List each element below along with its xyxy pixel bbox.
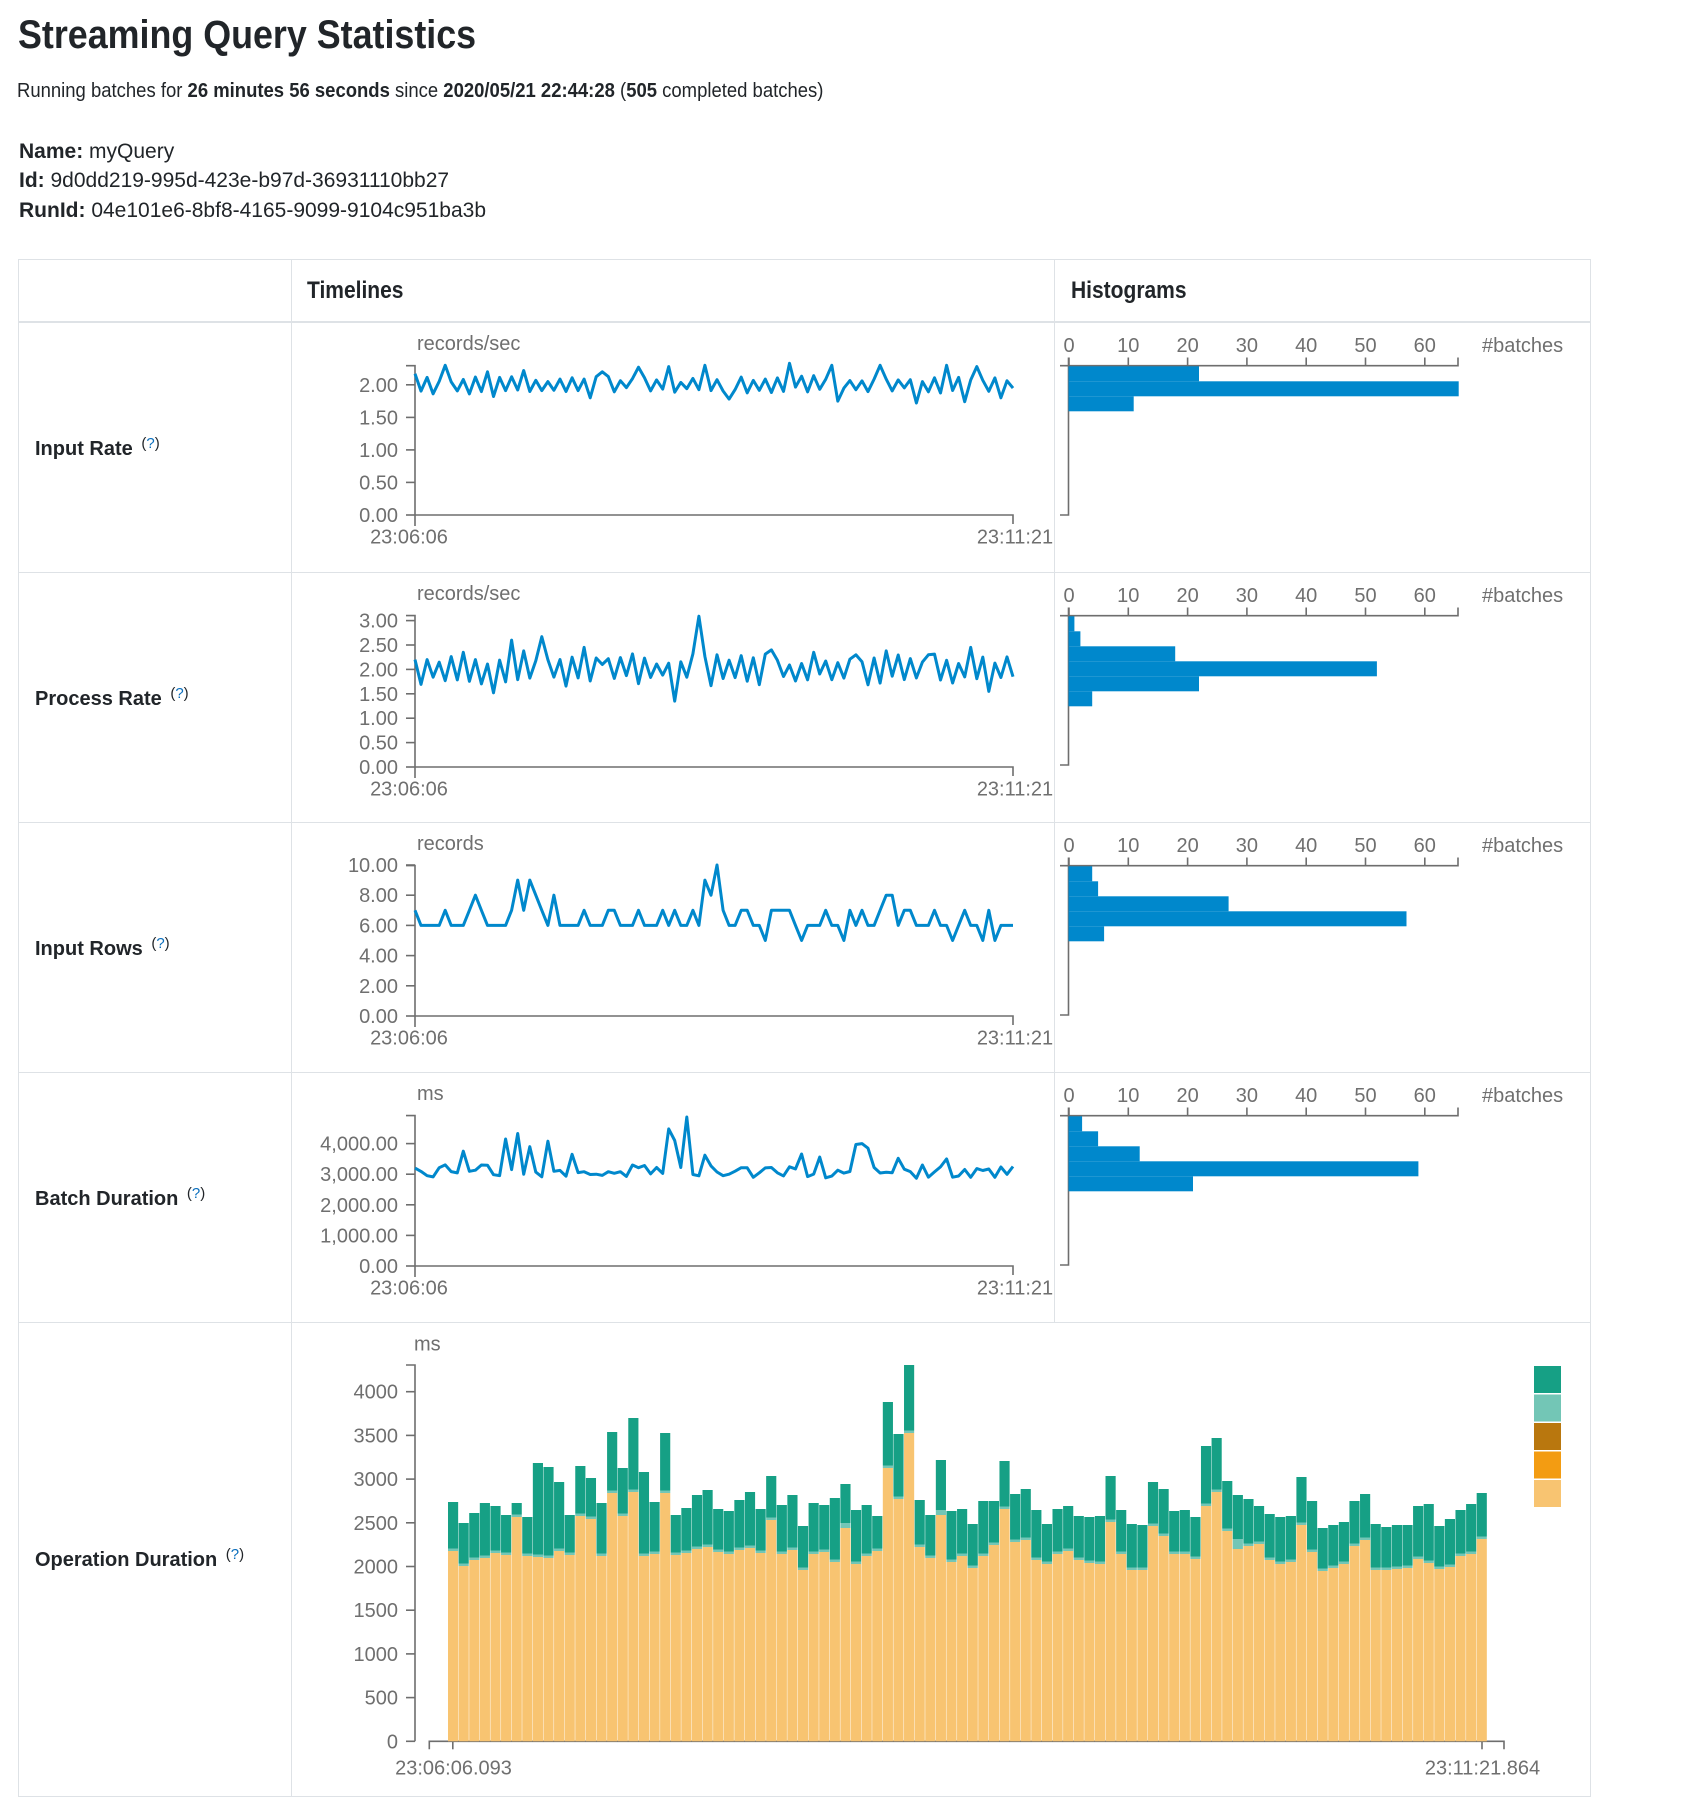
svg-text:0: 0 (1063, 585, 1074, 607)
svg-text:#batches: #batches (1482, 585, 1563, 607)
svg-text:0.00: 0.00 (359, 505, 398, 527)
svg-text:60: 60 (1414, 335, 1436, 357)
svg-text:0: 0 (1063, 835, 1074, 857)
svg-text:4000: 4000 (354, 1382, 399, 1404)
svg-text:50: 50 (1354, 1085, 1376, 1107)
svg-text:23:06:06: 23:06:06 (370, 779, 448, 801)
svg-text:40: 40 (1295, 1085, 1317, 1107)
svg-text:0.50: 0.50 (359, 472, 398, 494)
svg-text:2.50: 2.50 (359, 635, 398, 657)
svg-text:1.00: 1.00 (359, 708, 398, 730)
svg-text:4.00: 4.00 (359, 946, 398, 968)
svg-text:20: 20 (1176, 335, 1198, 357)
svg-text:60: 60 (1414, 1085, 1436, 1107)
svg-text:#batches: #batches (1482, 1085, 1563, 1107)
svg-text:records/sec: records/sec (417, 333, 520, 355)
svg-text:23:06:06: 23:06:06 (370, 1028, 448, 1050)
svg-text:10: 10 (1117, 1085, 1139, 1107)
svg-text:50: 50 (1354, 585, 1376, 607)
svg-text:23:06:06: 23:06:06 (370, 527, 448, 549)
svg-text:23:11:21: 23:11:21 (977, 779, 1053, 801)
svg-text:records: records (417, 833, 484, 855)
svg-text:30: 30 (1236, 1085, 1258, 1107)
svg-text:#batches: #batches (1482, 335, 1563, 357)
svg-text:30: 30 (1236, 835, 1258, 857)
svg-text:2.00: 2.00 (359, 659, 398, 681)
svg-text:23:11:21.864: 23:11:21.864 (1425, 1757, 1540, 1779)
svg-text:6.00: 6.00 (359, 915, 398, 937)
svg-text:8.00: 8.00 (359, 885, 398, 907)
svg-text:ms: ms (414, 1334, 441, 1356)
svg-text:23:06:06: 23:06:06 (370, 1278, 448, 1300)
svg-text:23:06:06.093: 23:06:06.093 (395, 1757, 512, 1779)
svg-text:3500: 3500 (354, 1425, 399, 1447)
svg-text:10: 10 (1117, 835, 1139, 857)
svg-text:60: 60 (1414, 585, 1436, 607)
svg-text:20: 20 (1176, 1085, 1198, 1107)
svg-text:20: 20 (1176, 835, 1198, 857)
svg-text:23:11:21: 23:11:21 (977, 527, 1053, 549)
svg-text:50: 50 (1354, 335, 1376, 357)
svg-text:1.50: 1.50 (359, 684, 398, 706)
svg-text:2.00: 2.00 (359, 976, 398, 998)
svg-text:2000: 2000 (354, 1557, 399, 1579)
svg-text:10: 10 (1117, 585, 1139, 607)
svg-text:2.00: 2.00 (359, 375, 398, 397)
svg-text:40: 40 (1295, 585, 1317, 607)
svg-text:1000: 1000 (354, 1644, 399, 1666)
svg-text:10: 10 (1117, 335, 1139, 357)
svg-text:0: 0 (387, 1731, 398, 1753)
svg-text:40: 40 (1295, 335, 1317, 357)
svg-text:1.00: 1.00 (359, 440, 398, 462)
svg-text:2,000.00: 2,000.00 (320, 1195, 398, 1217)
svg-text:23:11:21: 23:11:21 (977, 1028, 1053, 1050)
svg-text:40: 40 (1295, 835, 1317, 857)
svg-text:10.00: 10.00 (348, 855, 398, 877)
svg-text:3,000.00: 3,000.00 (320, 1164, 398, 1186)
svg-text:1500: 1500 (354, 1600, 399, 1622)
svg-text:2500: 2500 (354, 1513, 399, 1535)
svg-text:500: 500 (365, 1688, 398, 1710)
svg-text:ms: ms (417, 1083, 444, 1105)
svg-text:0.00: 0.00 (359, 757, 398, 779)
svg-text:20: 20 (1176, 585, 1198, 607)
svg-text:23:11:21: 23:11:21 (977, 1278, 1053, 1300)
svg-text:3000: 3000 (354, 1469, 399, 1491)
svg-text:3.00: 3.00 (359, 611, 398, 633)
svg-text:0.00: 0.00 (359, 1006, 398, 1028)
svg-text:0.50: 0.50 (359, 733, 398, 755)
svg-text:30: 30 (1236, 585, 1258, 607)
svg-text:30: 30 (1236, 335, 1258, 357)
svg-text:1.50: 1.50 (359, 407, 398, 429)
svg-text:#batches: #batches (1482, 835, 1563, 857)
svg-text:1,000.00: 1,000.00 (320, 1225, 398, 1247)
svg-text:records/sec: records/sec (417, 583, 520, 605)
svg-text:4,000.00: 4,000.00 (320, 1134, 398, 1156)
svg-text:0.00: 0.00 (359, 1256, 398, 1278)
svg-text:60: 60 (1414, 835, 1436, 857)
svg-text:50: 50 (1354, 835, 1376, 857)
svg-text:0: 0 (1063, 335, 1074, 357)
svg-text:0: 0 (1063, 1085, 1074, 1107)
